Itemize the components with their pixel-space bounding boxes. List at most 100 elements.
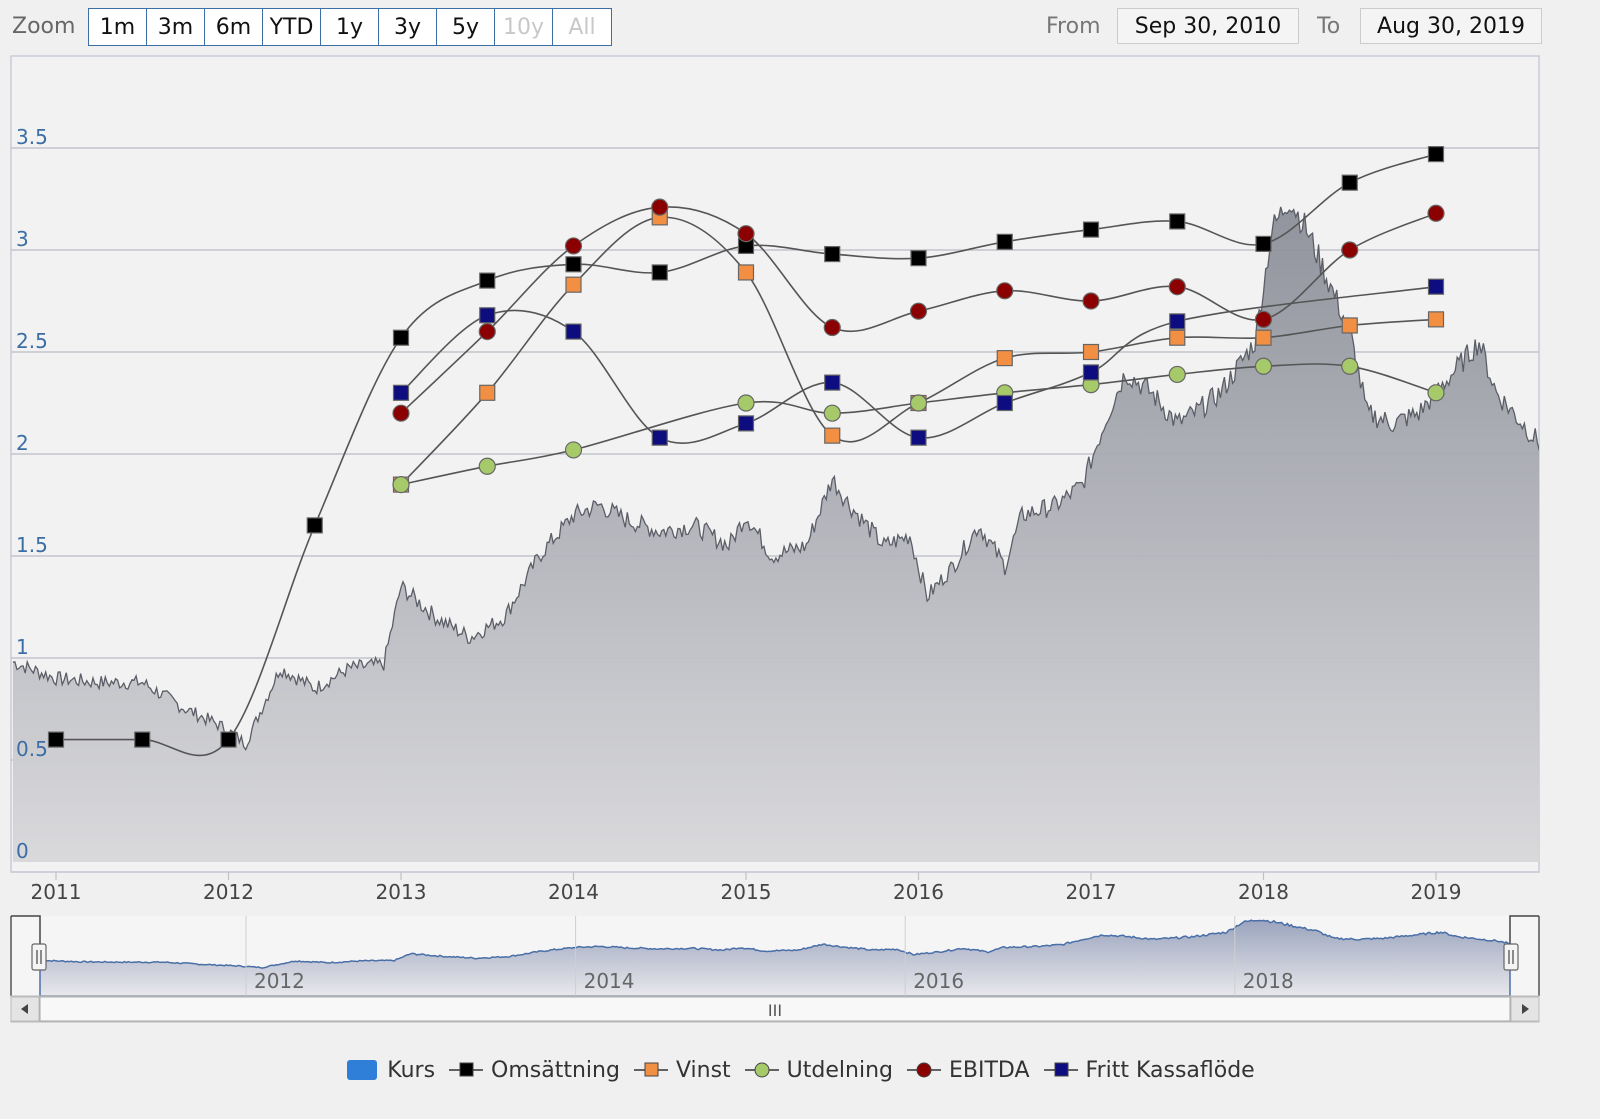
ebitda-marker bbox=[1341, 241, 1359, 259]
zoom-button-1m[interactable]: 1m bbox=[89, 9, 147, 45]
vinst-marker bbox=[1169, 329, 1186, 346]
fritt-kassafl-de-marker bbox=[824, 374, 841, 391]
navigator[interactable]: 2012 2014 2016 2018 III bbox=[10, 915, 1540, 1023]
x-tick-label: 2017 bbox=[1066, 880, 1117, 904]
oms-ttning-marker bbox=[220, 731, 237, 748]
utdelning-marker bbox=[392, 476, 410, 494]
vinst-marker bbox=[1427, 311, 1445, 328]
handle-grip bbox=[36, 950, 42, 964]
oms-ttning-marker bbox=[392, 329, 410, 346]
x-tick-label: 2016 bbox=[893, 880, 944, 904]
to-date-input[interactable] bbox=[1360, 8, 1542, 44]
legend-item-utdelning[interactable]: Utdelning bbox=[744, 1057, 893, 1083]
vinst-marker bbox=[824, 427, 841, 444]
legend-item-fritt-kassafl-de[interactable]: Fritt Kassaflöde bbox=[1043, 1058, 1255, 1083]
navigator-label: 2012 bbox=[254, 969, 305, 993]
utdelning-marker bbox=[909, 394, 928, 412]
navigator-mask-right bbox=[1509, 915, 1539, 946]
oms-ttning-marker bbox=[1427, 146, 1445, 163]
ebitda-marker bbox=[1254, 310, 1273, 328]
oms-ttning-marker bbox=[1341, 174, 1358, 191]
ebitda-marker bbox=[651, 198, 669, 216]
series-marker-layer bbox=[47, 146, 1445, 748]
ebitda-marker bbox=[996, 282, 1014, 300]
fritt-kassafl-de-marker bbox=[1082, 364, 1100, 381]
zoom-label: Zoom bbox=[12, 14, 76, 39]
fritt-kassafl-de-legend-symbol bbox=[1043, 1062, 1078, 1077]
legend-label: Omsättning bbox=[491, 1057, 620, 1083]
x-tick-label: 2013 bbox=[376, 880, 427, 904]
utdelning-marker bbox=[737, 394, 755, 412]
legend-item-vinst[interactable]: Vinst bbox=[633, 1058, 731, 1083]
scrollbar-grip: III bbox=[768, 1001, 782, 1020]
from-date-input[interactable] bbox=[1117, 8, 1299, 44]
scrollbar-thumb[interactable] bbox=[39, 996, 1511, 1022]
ebitda-marker bbox=[564, 237, 583, 255]
y-tick-label: 3.5 bbox=[16, 125, 48, 149]
legend-item-ebitda[interactable]: EBITDA bbox=[906, 1058, 1030, 1083]
fritt-kassafl-de-marker bbox=[651, 429, 668, 446]
legend: Kurs Omsättning Vinst Utdelning EBITDA Fritt … bbox=[0, 1050, 1600, 1090]
legend-item-oms-ttning[interactable]: Omsättning bbox=[449, 1058, 620, 1083]
fritt-kassafl-de-marker bbox=[1427, 278, 1445, 295]
x-tick-label: 2015 bbox=[721, 880, 772, 904]
oms-ttning-marker bbox=[651, 264, 668, 281]
zoom-button-3y[interactable]: 3y bbox=[379, 9, 437, 45]
oms-ttning-marker bbox=[996, 233, 1013, 250]
kurs-legend-symbol bbox=[347, 1060, 378, 1080]
oms-ttning-marker bbox=[565, 256, 582, 273]
legend-marker bbox=[916, 1062, 932, 1078]
legend-marker bbox=[754, 1062, 770, 1078]
y-tick-label: 2 bbox=[16, 431, 29, 455]
ebitda-legend-symbol bbox=[906, 1062, 941, 1078]
zoom-button-6m[interactable]: 6m bbox=[205, 9, 263, 45]
ebitda-marker bbox=[392, 404, 410, 422]
oms-ttning-marker bbox=[1169, 213, 1186, 230]
vinst-marker bbox=[1341, 317, 1358, 334]
zoom-button-3m[interactable]: 3m bbox=[147, 9, 205, 45]
utdelning-marker bbox=[1254, 357, 1273, 375]
vinst-marker bbox=[1082, 343, 1100, 361]
from-label: From bbox=[1046, 14, 1101, 39]
navigator-series bbox=[39, 919, 1511, 997]
oms-ttning-marker bbox=[479, 272, 496, 289]
kurs-area bbox=[12, 206, 1539, 862]
x-axis: 2011 2012 2013 2014 2015 2016 2017 2018 2019 bbox=[11, 871, 1539, 904]
arrow-right-icon bbox=[1522, 1004, 1529, 1014]
navigator-mask-left bbox=[11, 915, 41, 946]
ebitda-marker bbox=[1427, 204, 1445, 222]
x-tick-label: 2011 bbox=[31, 880, 82, 904]
oms-ttning-marker bbox=[824, 245, 841, 263]
legend-label: Utdelning bbox=[786, 1057, 893, 1083]
legend-item-kurs[interactable]: Kurs bbox=[345, 1058, 435, 1083]
navigator-label: 2018 bbox=[1243, 969, 1294, 993]
zoom-button-5y[interactable]: 5y bbox=[437, 9, 495, 45]
zoom-button-ytd[interactable]: YTD bbox=[263, 9, 321, 45]
utdelning-marker bbox=[1427, 384, 1445, 402]
vinst-marker bbox=[996, 350, 1013, 367]
zoom-button-1y[interactable]: 1y bbox=[321, 9, 379, 45]
x-tick-label: 2019 bbox=[1411, 880, 1462, 904]
fritt-kassafl-de-marker bbox=[996, 394, 1013, 412]
y-tick-label: 1 bbox=[16, 635, 29, 659]
navigator-outline bbox=[10, 916, 1540, 996]
zoom-button-10y: 10y bbox=[495, 9, 553, 45]
ebitda-marker bbox=[478, 323, 496, 341]
navigator-handle-right[interactable] bbox=[1503, 943, 1519, 971]
legend-area-swatch bbox=[347, 1060, 378, 1080]
y-tick-label: 2.5 bbox=[16, 329, 48, 353]
kurs-line bbox=[12, 206, 1539, 751]
utdelning-marker bbox=[1168, 365, 1186, 384]
y-tick-label: 3 bbox=[16, 227, 29, 251]
ebitda-marker bbox=[909, 302, 928, 320]
oms-ttning-legend-symbol bbox=[449, 1062, 484, 1077]
handle-grip bbox=[1508, 950, 1514, 964]
fritt-kassafl-de-marker bbox=[1169, 313, 1186, 330]
navigator-handle-left[interactable] bbox=[31, 943, 47, 971]
ebitda-marker bbox=[823, 318, 841, 337]
vinst-marker bbox=[479, 384, 496, 401]
x-tick-label: 2012 bbox=[203, 880, 254, 904]
fritt-kassafl-de-marker bbox=[910, 429, 927, 446]
utdelning-marker bbox=[478, 457, 496, 475]
